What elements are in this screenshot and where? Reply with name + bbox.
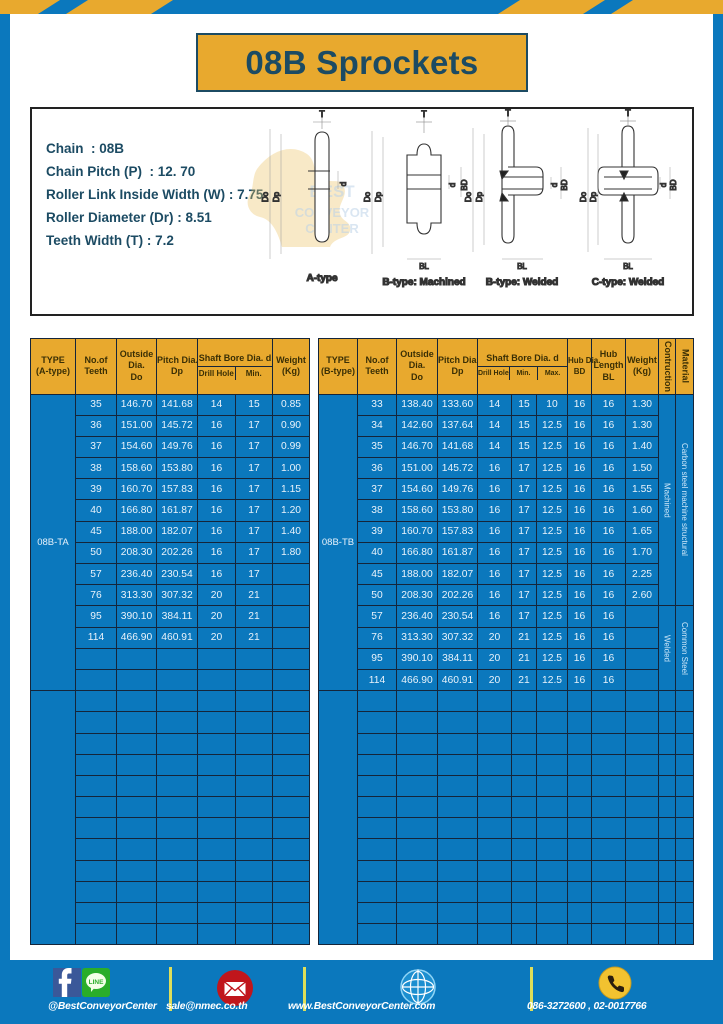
svg-text:BL: BL [623, 262, 633, 271]
svg-text:T: T [319, 109, 325, 119]
svg-text:T: T [625, 109, 631, 118]
svg-text:Dp: Dp [374, 191, 383, 202]
svg-text:Do: Do [579, 191, 588, 202]
svg-text:Do: Do [261, 191, 270, 202]
svg-text:CONVEYOR: CONVEYOR [295, 205, 370, 220]
svg-text:d: d [550, 183, 559, 187]
svg-text:T: T [421, 109, 427, 119]
svg-text:Dp: Dp [475, 191, 484, 202]
svg-text:B-type: Welded: B-type: Welded [486, 277, 559, 288]
svg-text:d: d [659, 183, 668, 187]
svg-text:BD: BD [460, 179, 469, 190]
svg-text:BL: BL [517, 262, 527, 271]
svg-text:B-type: Machined: B-type: Machined [382, 277, 465, 288]
svg-text:Dp: Dp [272, 191, 281, 202]
svg-text:Dp: Dp [589, 191, 598, 202]
svg-text:T: T [505, 109, 511, 118]
svg-text:BD: BD [560, 179, 569, 190]
svg-text:Do: Do [464, 191, 473, 202]
svg-text:Do: Do [363, 191, 372, 202]
svg-text:C-type: Welded: C-type: Welded [592, 277, 665, 288]
svg-text:BD: BD [669, 179, 678, 190]
svg-text:CENTER: CENTER [305, 221, 359, 236]
svg-text:LINE: LINE [89, 979, 104, 986]
svg-text:d: d [339, 182, 348, 186]
svg-text:BL: BL [419, 262, 429, 271]
svg-text:A-type: A-type [306, 273, 338, 284]
svg-text:d: d [448, 183, 457, 187]
